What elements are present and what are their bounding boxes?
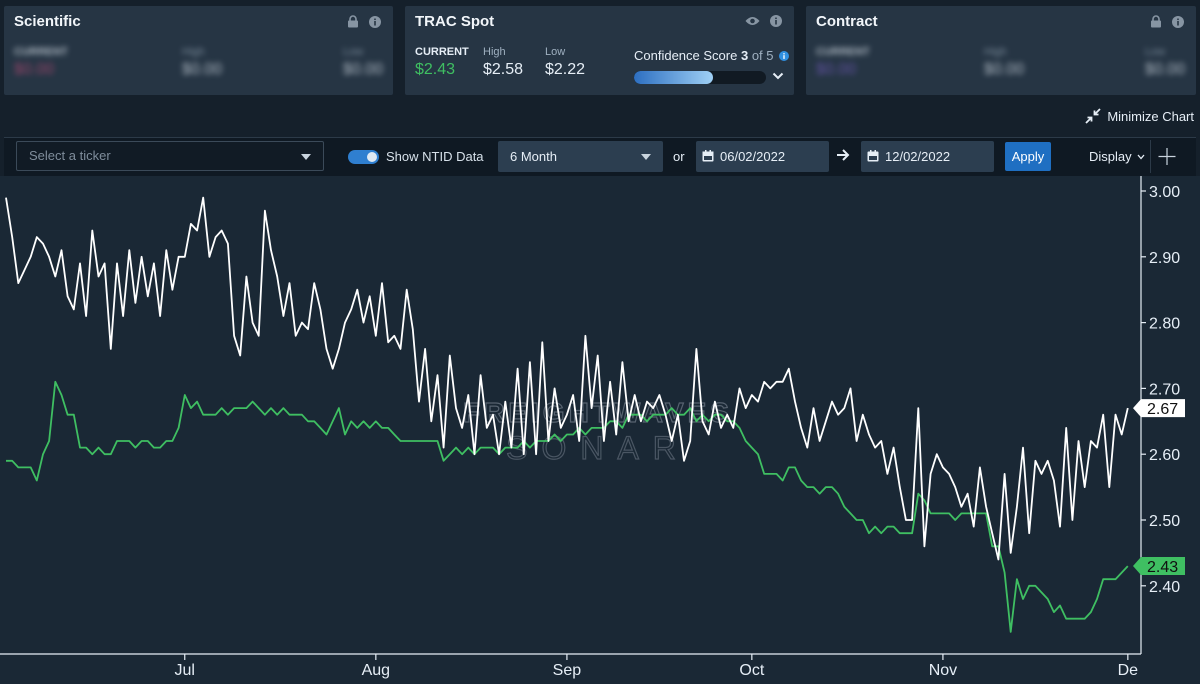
y-tick-label: 2.70 bbox=[1149, 381, 1180, 398]
start-date-input[interactable]: 06/02/2022 bbox=[696, 141, 829, 172]
minimize-chart-label: Minimize Chart bbox=[1107, 108, 1194, 124]
crosshair-icon bbox=[1158, 148, 1176, 165]
calendar-icon bbox=[867, 150, 879, 162]
ntid-toggle[interactable] bbox=[348, 150, 379, 164]
x-tick-label: Nov bbox=[929, 662, 957, 679]
info-icon[interactable] bbox=[779, 51, 790, 61]
toggle-knob bbox=[367, 152, 377, 162]
confidence-of: of 5 bbox=[751, 48, 774, 63]
crosshair-button[interactable] bbox=[1150, 140, 1183, 173]
y-tick-label: 3.00 bbox=[1149, 184, 1180, 201]
contract-card: Contract CURRENT $0.00 High $0.00 Low $0… bbox=[806, 6, 1196, 95]
chevron-down-icon[interactable] bbox=[772, 70, 784, 82]
high-metric: High $0.00 bbox=[984, 46, 1025, 78]
x-tick-label: Jul bbox=[175, 662, 195, 679]
period-value: 6 Month bbox=[510, 149, 557, 164]
scientific-card: Scientific CURRENT $0.00 High $0.00 Low … bbox=[4, 6, 393, 95]
ntid-label: Show NTID Data bbox=[386, 149, 484, 164]
high-metric: High $2.58 bbox=[483, 46, 524, 78]
minimize-chart-button[interactable]: Minimize Chart bbox=[1085, 108, 1194, 124]
ticker-placeholder: Select a ticker bbox=[29, 148, 111, 163]
display-label: Display bbox=[1089, 149, 1132, 164]
confidence-score-value: 3 bbox=[740, 48, 749, 63]
start-date-value: 06/02/2022 bbox=[720, 149, 786, 164]
last-value-label: 2.67 bbox=[1133, 399, 1185, 418]
card-title: Scientific bbox=[14, 13, 81, 30]
watermark-text: SONAR bbox=[506, 430, 690, 466]
x-tick-label: Aug bbox=[362, 662, 390, 679]
confidence-bar bbox=[634, 71, 766, 84]
calendar-icon bbox=[702, 150, 714, 162]
end-date-input[interactable]: 12/02/2022 bbox=[861, 141, 994, 172]
minimize-icon bbox=[1085, 108, 1101, 124]
lock-icon[interactable] bbox=[1150, 15, 1162, 28]
ticker-select[interactable]: Select a ticker bbox=[16, 141, 324, 171]
x-tick-label: Oct bbox=[739, 662, 764, 679]
x-tick-label: De bbox=[1118, 662, 1139, 679]
info-icon[interactable] bbox=[369, 15, 381, 28]
y-tick-label: 2.40 bbox=[1149, 579, 1180, 596]
high-metric: High $0.00 bbox=[182, 46, 223, 78]
price-chart[interactable]: FREIGHTWAVESSONAR3.002.902.802.702.602.5… bbox=[0, 176, 1200, 684]
trac-spot-card: TRAC Spot CURRENT $2.43 High $2.58 Low $… bbox=[405, 6, 794, 95]
card-title: TRAC Spot bbox=[415, 13, 495, 30]
current-metric: CURRENT $2.43 bbox=[415, 46, 469, 78]
chevron-down-icon bbox=[1137, 154, 1145, 159]
arrow-right-icon bbox=[837, 149, 850, 161]
current-metric: CURRENT $0.00 bbox=[14, 46, 68, 78]
current-metric: CURRENT $0.00 bbox=[816, 46, 870, 78]
low-metric: Low $2.22 bbox=[545, 46, 586, 78]
x-tick-label: Sep bbox=[553, 662, 582, 679]
or-label: or bbox=[673, 149, 685, 164]
info-icon[interactable] bbox=[770, 15, 782, 27]
last-value-flag bbox=[1133, 399, 1185, 418]
series-line bbox=[5, 196, 1129, 561]
y-tick-label: 2.80 bbox=[1149, 316, 1180, 333]
low-metric: Low $0.00 bbox=[1145, 46, 1186, 78]
low-metric: Low $0.00 bbox=[343, 46, 384, 78]
chart-area[interactable]: FREIGHTWAVES SONAR 3.00 2.90 2.80 2.70 2.60 2.5… bbox=[0, 176, 1200, 684]
confidence-bar-fill bbox=[634, 71, 714, 84]
end-date-value: 12/02/2022 bbox=[885, 149, 951, 164]
lock-icon[interactable] bbox=[347, 15, 359, 28]
apply-button[interactable]: Apply bbox=[1005, 142, 1051, 171]
eye-icon[interactable] bbox=[745, 16, 760, 26]
y-tick-label: 2.50 bbox=[1149, 513, 1180, 530]
last-value-text: 2.43 bbox=[1147, 559, 1178, 576]
confidence-label: Confidence Score bbox=[634, 48, 738, 63]
period-select[interactable]: 6 Month bbox=[498, 141, 663, 172]
confidence-score: Confidence Score 3 of 5 bbox=[634, 48, 790, 84]
display-menu[interactable]: Display bbox=[1089, 149, 1145, 164]
last-value-text: 2.67 bbox=[1147, 401, 1178, 418]
y-tick-label: 2.90 bbox=[1149, 250, 1180, 267]
last-value-label: 2.43 bbox=[1133, 557, 1185, 576]
info-icon[interactable] bbox=[1172, 15, 1184, 28]
chart-toolbar: Select a ticker Show NTID Data 6 Month o… bbox=[4, 137, 1196, 177]
card-title: Contract bbox=[816, 13, 878, 30]
series-line bbox=[6, 380, 1129, 633]
caret-down-icon bbox=[641, 154, 651, 160]
last-value-flag bbox=[1133, 557, 1185, 576]
caret-down-icon bbox=[301, 154, 311, 160]
y-tick-label: 2.60 bbox=[1149, 447, 1180, 464]
